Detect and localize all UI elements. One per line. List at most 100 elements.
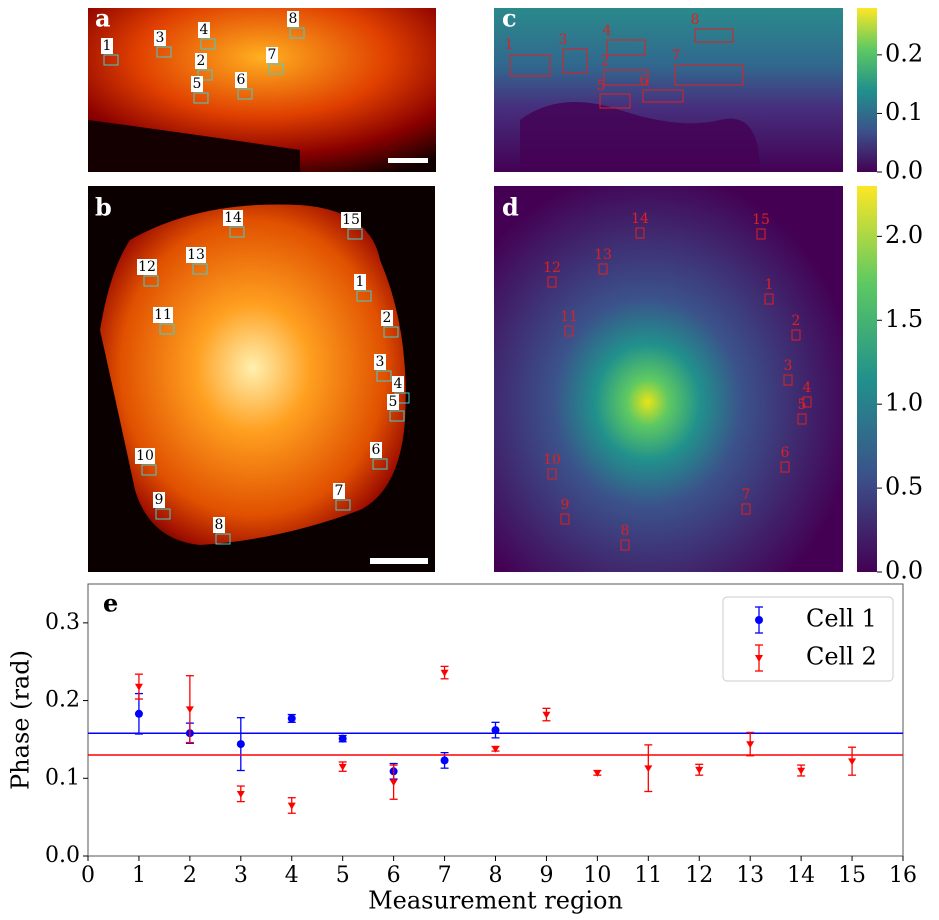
region-label: 2 xyxy=(197,53,206,69)
point xyxy=(236,791,245,798)
colorbar-tick-label: 0.5 xyxy=(885,473,923,501)
region-label: 1 xyxy=(765,277,774,293)
region-box xyxy=(193,92,209,104)
region-box xyxy=(802,396,812,408)
region-box xyxy=(674,64,744,86)
y-tick-label: 0.1 xyxy=(45,765,80,790)
region-label: 8 xyxy=(215,517,224,533)
x-tick-label: 2 xyxy=(183,863,197,888)
point xyxy=(134,683,143,691)
region-label-bg xyxy=(213,517,225,533)
x-tick-label: 13 xyxy=(736,863,764,888)
region-label-bg xyxy=(137,259,157,275)
point xyxy=(593,770,602,777)
region-label: 10 xyxy=(543,452,561,468)
region-label-bg xyxy=(235,72,247,88)
region-label-bg xyxy=(195,53,207,69)
y-tick-label: 0.3 xyxy=(45,610,80,635)
region-label: 1 xyxy=(356,274,365,290)
region-box xyxy=(372,458,388,470)
region-box xyxy=(606,39,646,56)
point xyxy=(389,779,398,787)
point xyxy=(746,741,755,749)
region-label: 12 xyxy=(138,259,156,275)
region-box xyxy=(783,374,793,386)
region-label: 2 xyxy=(601,53,610,69)
region-label: 3 xyxy=(784,358,793,374)
region-box xyxy=(347,228,363,240)
region-label-bg xyxy=(341,212,361,228)
region-label-bg xyxy=(381,310,393,326)
region-label: 8 xyxy=(691,12,700,28)
x-tick-label: 10 xyxy=(583,863,611,888)
point xyxy=(848,758,857,766)
region-label: 6 xyxy=(372,442,381,458)
region-label-bg xyxy=(154,30,166,46)
point xyxy=(338,763,347,771)
x-tick-label: 6 xyxy=(387,863,401,888)
region-label: 1 xyxy=(505,37,514,53)
region-label: 5 xyxy=(597,78,606,94)
x-tick-label: 15 xyxy=(838,863,866,888)
region-label: 10 xyxy=(136,448,154,464)
region-label: 7 xyxy=(742,487,751,503)
region-box xyxy=(547,468,557,480)
region-label-bg xyxy=(392,376,404,392)
x-tick-label: 1 xyxy=(132,863,146,888)
panel-label: e xyxy=(103,589,118,618)
region-box xyxy=(143,275,159,287)
region-label: 13 xyxy=(594,247,612,263)
legend-marker xyxy=(755,655,763,662)
region-box xyxy=(741,503,751,515)
region-box xyxy=(289,27,305,39)
region-box xyxy=(564,325,574,337)
region-label-bg xyxy=(333,483,345,499)
region-box xyxy=(103,54,119,66)
colorbar-tick-label: 0.1 xyxy=(885,98,923,126)
region-box xyxy=(603,69,649,86)
scale-bar xyxy=(388,158,428,163)
region-box xyxy=(791,329,801,341)
region-box xyxy=(560,513,570,525)
region-label: 4 xyxy=(603,23,612,39)
region-label: 14 xyxy=(224,210,242,226)
colorbar-tick-label: 1.5 xyxy=(885,305,923,333)
region-label: 9 xyxy=(561,497,570,513)
region-box xyxy=(159,323,175,335)
x-tick-label: 0 xyxy=(81,863,95,888)
region-label: 7 xyxy=(672,48,681,64)
region-label: 5 xyxy=(389,394,398,410)
region-label: 14 xyxy=(631,211,649,227)
colorbar-tick-label: 2.0 xyxy=(885,221,923,249)
region-label-bg xyxy=(198,22,210,38)
point xyxy=(797,767,806,775)
x-tick-label: 14 xyxy=(787,863,815,888)
x-tick-label: 11 xyxy=(634,863,662,888)
colorbar xyxy=(857,8,877,172)
region-box xyxy=(229,226,245,238)
x-tick-label: 4 xyxy=(285,863,299,888)
point xyxy=(695,766,704,774)
region-box xyxy=(642,89,684,103)
point xyxy=(134,709,143,718)
panel-label: d xyxy=(502,193,519,222)
image-a-dark xyxy=(88,120,300,172)
x-tick-label: 7 xyxy=(438,863,452,888)
region-label: 13 xyxy=(187,247,205,263)
y-tick-label: 0.2 xyxy=(45,688,80,713)
region-label-bg xyxy=(223,210,243,226)
point xyxy=(338,734,347,743)
region-label-bg xyxy=(191,76,203,92)
region-label-bg xyxy=(186,247,206,263)
region-box xyxy=(268,63,284,75)
legend-marker xyxy=(755,616,763,624)
x-tick-label: 12 xyxy=(685,863,713,888)
x-axis-label: Measurement region xyxy=(368,887,623,915)
point xyxy=(644,765,653,773)
region-box xyxy=(200,38,216,50)
region-label-bg xyxy=(135,448,155,464)
region-label-bg xyxy=(387,394,399,410)
panel-label: b xyxy=(95,193,112,222)
image-c-dark xyxy=(520,102,760,172)
